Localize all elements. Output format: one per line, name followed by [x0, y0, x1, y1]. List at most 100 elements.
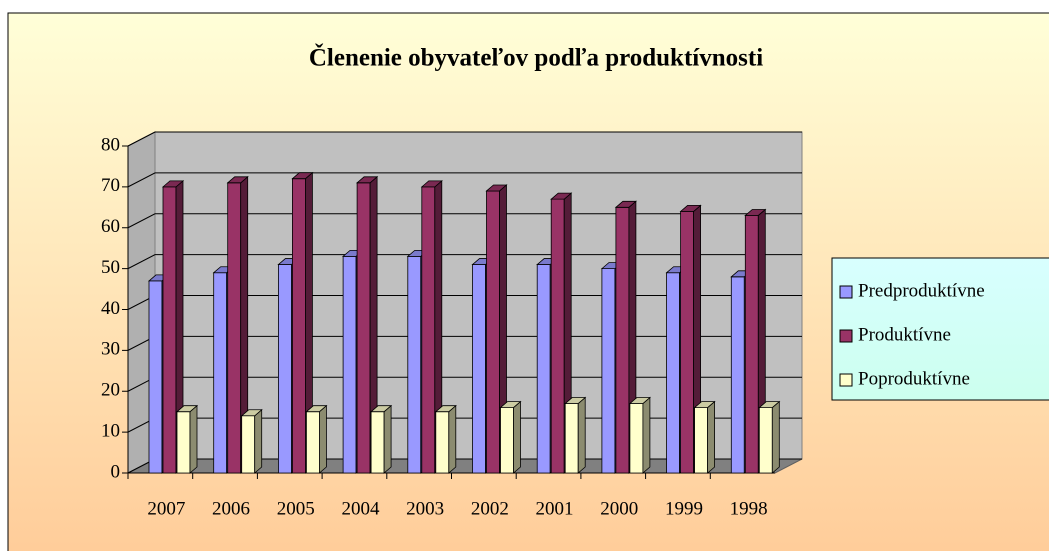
bar	[485, 184, 508, 474]
bar-face	[227, 182, 242, 474]
bar-face	[615, 206, 630, 474]
bar-face	[513, 400, 521, 474]
bar-face	[356, 176, 379, 184]
x-tick-label: 2002	[471, 498, 509, 519]
legend-swatch	[839, 373, 853, 387]
bar-face	[370, 405, 393, 413]
x-tick-label: 2000	[600, 498, 638, 519]
bar-face	[564, 397, 587, 404]
bar-face	[318, 404, 327, 474]
x-tick-label: 2007	[147, 498, 185, 519]
bar-face	[707, 400, 715, 474]
bar-face	[448, 404, 457, 474]
bar-face	[189, 404, 198, 474]
bar-face	[420, 180, 443, 188]
legend-label: Produktívne	[858, 324, 951, 345]
grid-line	[127, 213, 802, 229]
bar	[693, 400, 716, 474]
bar-face	[680, 210, 694, 474]
bar-face	[614, 200, 637, 208]
bar-face	[148, 280, 163, 474]
x-tick-label: 2001	[536, 498, 574, 519]
bar-face	[472, 264, 486, 474]
x-tick-label: 1998	[730, 498, 768, 519]
y-tick-label: 80	[101, 134, 120, 155]
bar-face	[356, 182, 371, 474]
bar-face	[161, 180, 185, 188]
bar-face	[642, 396, 651, 474]
bar	[758, 400, 781, 474]
bar-face	[434, 405, 457, 413]
x-tick-label: 2005	[277, 498, 315, 519]
y-tick-label: 10	[101, 420, 120, 441]
x-tick-label: 1999	[665, 498, 703, 519]
bar-face	[499, 401, 522, 409]
bar-face	[162, 186, 177, 474]
bar	[434, 404, 457, 474]
bar	[628, 396, 651, 474]
bar-face	[291, 178, 306, 474]
bar	[226, 175, 249, 474]
bar-face	[771, 400, 780, 474]
bar-face	[370, 411, 385, 474]
bar-face	[730, 276, 745, 474]
bar-face	[744, 215, 759, 474]
y-tick-label: 20	[101, 380, 120, 401]
grid-line	[127, 131, 802, 147]
bar-face	[435, 411, 450, 474]
bar-face	[536, 264, 551, 474]
grid-line	[127, 254, 802, 270]
bar	[305, 404, 328, 474]
legend-swatch	[839, 285, 853, 299]
legend-box	[831, 257, 1049, 401]
y-tick-label: 0	[111, 461, 121, 482]
bar-face	[254, 408, 263, 474]
bar-face	[694, 407, 708, 474]
bar-face	[486, 190, 500, 474]
chart-title: Členenie obyvateľov podľa produktívnosti	[309, 43, 763, 72]
bar-face	[577, 396, 586, 474]
bar-face	[758, 407, 773, 474]
bar-face	[601, 268, 616, 474]
bar-face	[175, 405, 199, 413]
bar-face	[666, 272, 680, 474]
bar-face	[226, 176, 249, 184]
bar-face	[383, 404, 392, 474]
bar	[614, 200, 637, 474]
bar-face	[679, 204, 702, 212]
bar-face	[485, 184, 508, 192]
bar-face	[500, 407, 514, 474]
bar-face	[744, 209, 767, 216]
bar	[240, 408, 263, 474]
bar-face	[213, 272, 228, 474]
legend-label: Poproduktívne	[858, 368, 970, 389]
x-tick-label: 2003	[406, 498, 444, 519]
x-tick-label: 2004	[341, 498, 380, 519]
bar-face	[629, 403, 644, 474]
bar-face	[564, 403, 579, 474]
bar-face	[291, 172, 314, 180]
bar	[356, 175, 379, 474]
bar-face	[550, 198, 565, 474]
grid-line	[127, 172, 802, 188]
bar	[499, 400, 522, 474]
bar-face	[407, 255, 422, 474]
legend-label: Predproduktívne	[858, 280, 985, 301]
bar-face	[628, 397, 651, 404]
bar-face	[421, 186, 436, 474]
bar-face	[241, 415, 256, 474]
y-tick-label: 30	[101, 339, 120, 360]
y-tick-label: 70	[101, 175, 120, 196]
bar	[564, 396, 587, 474]
bar-face	[305, 411, 320, 474]
legend-swatch	[839, 329, 853, 343]
bar-face	[176, 411, 191, 474]
bar	[175, 404, 199, 474]
bar	[370, 404, 393, 474]
bar-face	[305, 405, 328, 413]
y-tick-label: 50	[101, 257, 120, 278]
x-tick-label: 2006	[212, 498, 250, 519]
y-tick-label: 60	[101, 216, 120, 237]
bar-face	[277, 264, 292, 474]
